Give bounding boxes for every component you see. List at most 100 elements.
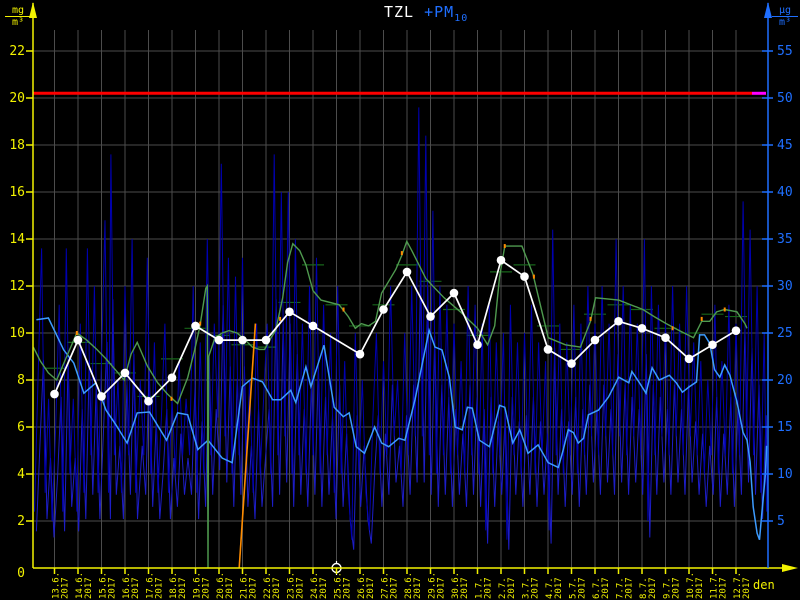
x-tick-label: 6.7.2017 — [592, 577, 611, 599]
right-tick-label: 10 — [777, 467, 793, 482]
daily-mean-marker — [73, 335, 83, 345]
right-tick-label: 20 — [777, 373, 793, 388]
orange-step-marks — [75, 244, 726, 401]
axes: 0 2 4 6 8 10 12 14 16 18 20 22 5 10 15 20 25 30 35 40 45 50 55… — [9, 2, 798, 599]
x-tick-label: 18.6.2017 — [169, 572, 188, 599]
daily-mean-marker — [191, 321, 200, 331]
x-tick-label: 28.6.2017 — [404, 572, 423, 599]
right-axis-arrow — [764, 2, 772, 18]
x-tick-label: 22.6.2017 — [263, 572, 282, 599]
x-tick-label: 13.6.2017 — [52, 572, 71, 599]
daily-mean-marker — [308, 321, 318, 331]
daily-mean-marker — [731, 326, 741, 335]
series-tzl-step — [33, 239, 748, 569]
daily-mean-marker — [120, 368, 130, 378]
x-axis-arrow — [782, 564, 798, 572]
daily-mean-marker — [590, 335, 600, 345]
x-tick-label: 15.6.2017 — [99, 572, 118, 599]
series-daily-mean — [50, 255, 741, 406]
daily-mean-marker — [238, 335, 247, 345]
x-tick-label: 26.6.2017 — [357, 572, 376, 599]
daily-mean-marker — [614, 316, 623, 326]
daily-mean-marker — [637, 324, 647, 333]
x-axis-unit-label: den — [753, 578, 775, 592]
x-tick-label: 7.7.2017 — [616, 577, 635, 599]
x-tick-label: 24.6.2017 — [310, 572, 329, 599]
right-tick-label: 35 — [777, 232, 793, 247]
right-tick-label: 45 — [777, 138, 793, 153]
daily-mean-marker — [661, 333, 670, 343]
x-tick-label: 4.7.2017 — [545, 577, 564, 599]
x-tick-label: 16.6.2017 — [122, 572, 141, 599]
daily-mean-marker — [543, 345, 553, 354]
right-tick-label: 50 — [777, 91, 793, 106]
daily-mean-marker — [50, 389, 59, 399]
x-tick-label: 27.6.2017 — [381, 572, 400, 599]
x-tick-label: 25.6.2017 — [334, 572, 353, 599]
x-tick-label: 11.7.2017 — [710, 572, 729, 599]
daily-mean-marker — [708, 340, 717, 350]
daily-mean-marker — [167, 373, 177, 382]
daily-mean-marker — [402, 267, 412, 277]
x-tick-label: 10.7.2017 — [686, 572, 705, 599]
left-tick-label: 4 — [17, 467, 25, 482]
series-artifact-orange — [238, 323, 257, 569]
x-tick-label: 5.7.2017 — [569, 577, 588, 599]
daily-mean-marker — [473, 340, 482, 350]
x-tick-label: 21.6.2017 — [240, 572, 259, 599]
left-tick-label: 2 — [17, 514, 25, 529]
daily-mean-marker — [520, 272, 529, 281]
left-tick-label: 0 — [17, 566, 25, 581]
left-tick-label: 14 — [9, 232, 25, 247]
x-tick-label: 20.6.2017 — [216, 572, 235, 599]
grid-lines — [33, 30, 768, 568]
title-station: TZL — [384, 3, 415, 21]
left-axis-arrow — [29, 2, 37, 18]
x-tick-label: 1.7.2017 — [475, 577, 494, 599]
x-tick-label: 3.7.2017 — [522, 577, 541, 599]
left-tick-label: 8 — [17, 373, 25, 388]
title-series: +PM10 — [424, 3, 469, 24]
left-tick-label: 6 — [17, 420, 25, 435]
right-axis-unit-label: µg m³ — [772, 5, 798, 28]
left-tick-label: 22 — [9, 44, 25, 59]
left-tick-label: 12 — [9, 279, 25, 294]
x-tick-label: 14.6.2017 — [75, 572, 94, 599]
chart-title: TZL +PM10 — [384, 3, 468, 24]
daily-mean-marker — [426, 312, 435, 321]
daily-mean-marker — [379, 305, 388, 314]
x-tick-label: 8.7.2017 — [639, 577, 658, 599]
daily-mean-marker — [355, 349, 365, 359]
daily-mean-marker — [261, 335, 271, 345]
x-tick-label: 23.6.2017 — [287, 572, 306, 599]
daily-mean-marker — [97, 392, 106, 401]
series-pm10-smooth — [36, 317, 768, 541]
series-pm10-noisy — [34, 107, 768, 540]
daily-mean-marker — [285, 307, 294, 317]
right-tick-label: 15 — [777, 420, 793, 435]
left-tick-label: 16 — [9, 185, 25, 200]
x-tick-label: 2.7.2017 — [498, 577, 517, 599]
right-tick-label: 30 — [777, 279, 793, 294]
daily-mean-marker — [684, 354, 694, 364]
x-tick-label: 12.7.2017 — [733, 572, 752, 599]
right-tick-label: 5 — [777, 514, 785, 529]
daily-mean-marker — [144, 396, 153, 406]
x-tick-label: 17.6.2017 — [146, 572, 165, 599]
x-tick-label: 19.6.2017 — [193, 572, 212, 599]
x-tick-label: 30.6.2017 — [451, 572, 470, 599]
left-axis-unit-label: mg m³ — [5, 5, 31, 28]
x-tick-label: 9.7.2017 — [663, 577, 682, 599]
left-tick-label: 20 — [9, 91, 25, 106]
right-tick-label: 55 — [777, 44, 793, 59]
x-tick-label: 29.6.2017 — [428, 572, 447, 599]
right-tick-label: 40 — [777, 185, 793, 200]
daily-mean-marker — [496, 255, 506, 265]
daily-mean-marker — [214, 335, 224, 345]
right-tick-label: 25 — [777, 326, 793, 341]
left-tick-label: 18 — [9, 138, 25, 153]
daily-mean-marker — [567, 359, 576, 368]
left-tick-label: 10 — [9, 326, 25, 341]
